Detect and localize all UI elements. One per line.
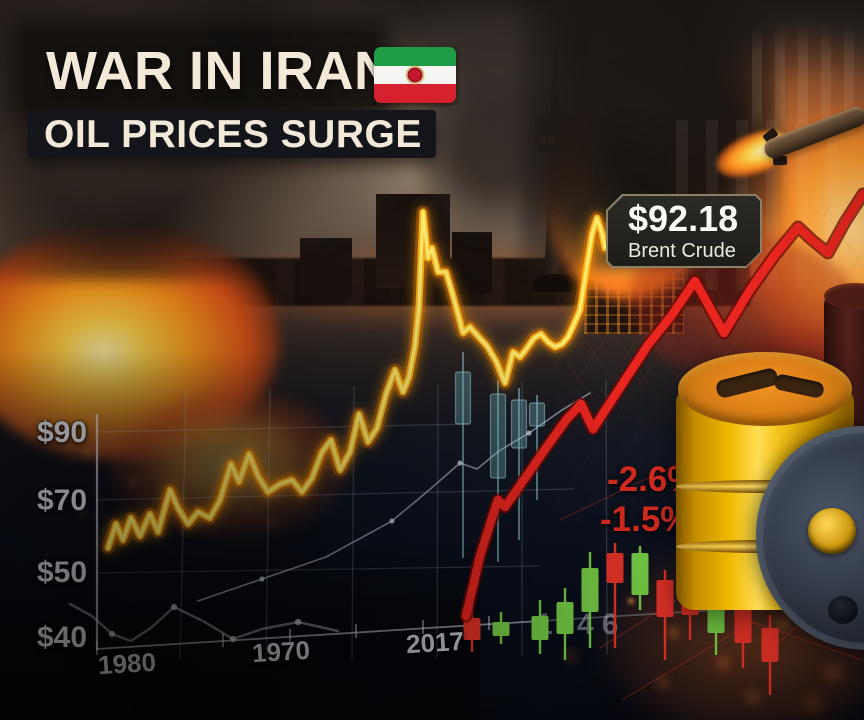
price-callout-inner: $92.18 Brent Crude	[608, 196, 760, 266]
flag-red-stripe	[374, 84, 456, 103]
price-callout: $92.18 Brent Crude	[606, 194, 762, 268]
y-axis-label: $50	[36, 556, 88, 589]
headline-text: WAR IN IRAN	[46, 41, 394, 101]
headline-band	[24, 32, 376, 106]
x-axis-label: 2017	[405, 625, 465, 660]
subheadline-text: OIL PRICES SURGE	[44, 113, 422, 156]
y-axis-label: $70	[36, 484, 88, 517]
building-silhouette	[452, 232, 492, 294]
city-night-bokeh-lights	[628, 598, 634, 604]
watermark-number: 1 46	[536, 608, 627, 641]
barrel-bung-cap	[808, 508, 856, 554]
barrel-top	[678, 352, 852, 426]
flag-green-stripe	[374, 47, 456, 66]
y-axis-label: $40	[36, 621, 88, 654]
barrel-top-recess	[714, 366, 780, 400]
price-value: $92.18	[628, 198, 739, 239]
barrel-top-recess	[772, 372, 826, 400]
subheadline-band	[28, 110, 436, 158]
flag-emblem	[407, 67, 423, 83]
barrel-vent-hole	[828, 596, 858, 624]
price-label: Brent Crude	[628, 240, 736, 262]
x-axis-label: 1970	[251, 634, 311, 669]
flag-white-stripe	[374, 65, 456, 85]
y-axis-label: $90	[36, 416, 88, 449]
oil-barrel-black	[735, 405, 864, 671]
barrel-top-rim	[824, 283, 864, 309]
x-axis-label: 1980	[97, 646, 157, 681]
iran-flag-icon	[374, 47, 456, 103]
